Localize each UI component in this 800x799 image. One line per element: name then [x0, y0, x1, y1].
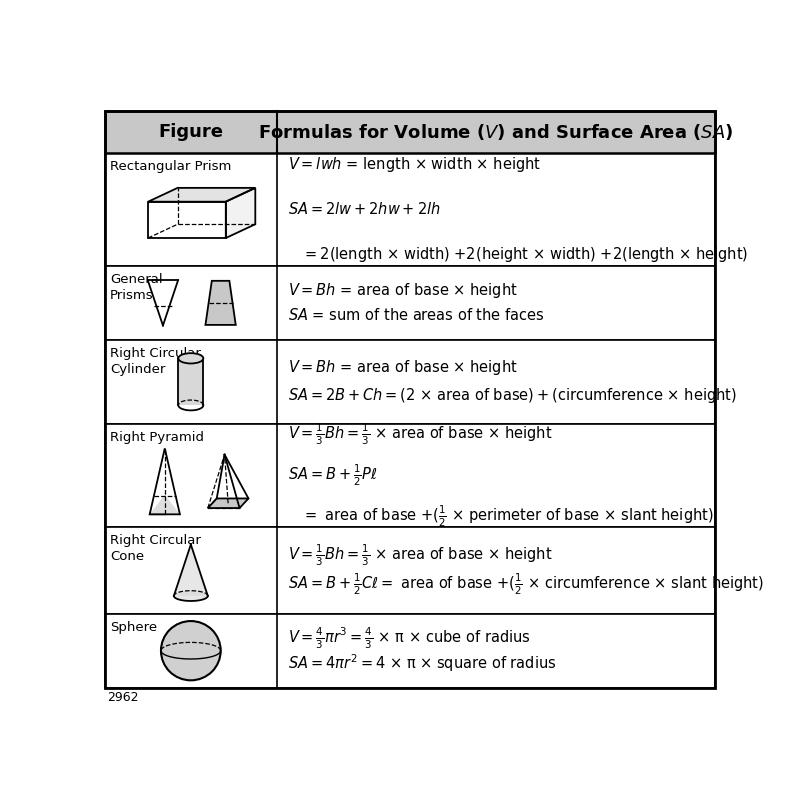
Circle shape: [161, 621, 221, 680]
Text: Formulas for Volume ($V$) and Surface Area ($SA$): Formulas for Volume ($V$) and Surface Ar…: [258, 122, 734, 142]
FancyBboxPatch shape: [105, 153, 715, 266]
Text: $V = \frac{4}{3}\pi r^3 = \frac{4}{3}$ × π × cube of radius: $V = \frac{4}{3}\pi r^3 = \frac{4}{3}$ ×…: [288, 626, 530, 651]
FancyBboxPatch shape: [105, 423, 715, 527]
Polygon shape: [208, 499, 249, 508]
Polygon shape: [148, 188, 255, 201]
Text: Right Circular
Cone: Right Circular Cone: [110, 534, 201, 563]
FancyBboxPatch shape: [105, 266, 715, 340]
Text: $SA$ = sum of the areas of the faces: $SA$ = sum of the areas of the faces: [288, 308, 545, 324]
Text: $SA = 2B + Ch = (2$ × area of base$) + ($circumference × height$)$: $SA = 2B + Ch = (2$ × area of base$) + (…: [288, 387, 737, 405]
Text: $=$ area of base $+ (\frac{1}{2}$ × perimeter of base × slant height$)$: $=$ area of base $+ (\frac{1}{2}$ × peri…: [288, 503, 714, 529]
FancyBboxPatch shape: [105, 527, 715, 614]
Polygon shape: [226, 188, 255, 238]
Text: Figure: Figure: [158, 123, 223, 141]
FancyBboxPatch shape: [105, 340, 715, 423]
Polygon shape: [150, 495, 180, 515]
Text: $SA = B + \frac{1}{2}C\ell =$ area of base $+ (\frac{1}{2}$ × circumference × sl: $SA = B + \frac{1}{2}C\ell =$ area of ba…: [288, 572, 764, 598]
Text: $V = lwh$ = length × width × height: $V = lwh$ = length × width × height: [288, 155, 541, 174]
Text: Right Circular
Cylinder: Right Circular Cylinder: [110, 348, 201, 376]
Text: $SA = 2lw + 2hw + 2lh$: $SA = 2lw + 2hw + 2lh$: [288, 201, 441, 217]
Text: Right Pyramid: Right Pyramid: [110, 431, 204, 444]
Polygon shape: [206, 280, 236, 325]
Text: $SA = B + \frac{1}{2}P\ell$: $SA = B + \frac{1}{2}P\ell$: [288, 463, 378, 488]
Polygon shape: [174, 544, 208, 596]
Text: 2962: 2962: [107, 690, 138, 704]
Text: Rectangular Prism: Rectangular Prism: [110, 161, 231, 173]
FancyBboxPatch shape: [105, 111, 715, 153]
Text: $SA = 4\pi r^2 = 4$ × π × square of radius: $SA = 4\pi r^2 = 4$ × π × square of radi…: [288, 652, 556, 674]
Text: $V = \frac{1}{3}Bh = \frac{1}{3}$ × area of base × height: $V = \frac{1}{3}Bh = \frac{1}{3}$ × area…: [288, 421, 552, 447]
Text: $V = \frac{1}{3}Bh = \frac{1}{3}$ × area of base × height: $V = \frac{1}{3}Bh = \frac{1}{3}$ × area…: [288, 543, 552, 568]
Text: $V = Bh$ = area of base × height: $V = Bh$ = area of base × height: [288, 281, 518, 300]
Text: General
Prisms: General Prisms: [110, 273, 162, 302]
Ellipse shape: [178, 353, 203, 364]
Ellipse shape: [174, 590, 208, 601]
FancyBboxPatch shape: [105, 614, 715, 688]
Text: $V = Bh$ = area of base × height: $V = Bh$ = area of base × height: [288, 358, 518, 377]
Polygon shape: [178, 358, 203, 405]
Text: Sphere: Sphere: [110, 621, 157, 634]
Text: $= 2$(length × width) $+ 2$(height × width) $+ 2$(length × height): $= 2$(length × width) $+ 2$(height × wid…: [288, 245, 748, 264]
